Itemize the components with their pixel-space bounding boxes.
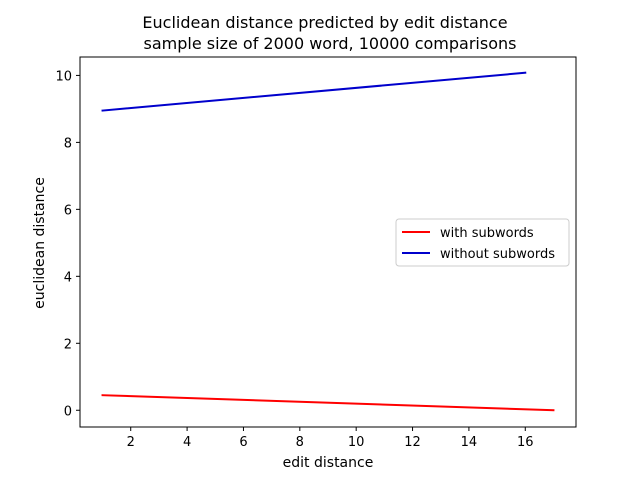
y-tick-label: 4 <box>64 270 72 285</box>
x-tick-label: 8 <box>296 435 304 450</box>
y-tick-label: 0 <box>64 404 72 419</box>
series-line-without-subwords <box>101 71 527 112</box>
y-tick-label: 8 <box>64 136 72 151</box>
legend-entry-label: without subwords <box>440 247 555 262</box>
x-axis-label: edit distance <box>283 455 374 471</box>
x-tick-label: 12 <box>404 435 421 450</box>
axes-frame <box>79 56 577 428</box>
legend-entry-label: with subwords <box>440 226 534 241</box>
x-tick-label: 2 <box>127 435 135 450</box>
y-tick-label: 6 <box>64 203 72 218</box>
chart-title-line-1: Euclidean distance predicted by edit dis… <box>142 13 507 32</box>
x-tick-label: 14 <box>461 435 478 450</box>
plot-area: 2 4 6 8 10 12 14 16 0 2 4 6 8 10 <box>55 56 577 450</box>
y-tick-label: 2 <box>64 337 72 352</box>
x-tick-label: 4 <box>183 435 191 450</box>
y-axis-label: euclidean distance <box>32 177 48 309</box>
chart-title-line-2: sample size of 2000 word, 10000 comparis… <box>144 34 517 53</box>
series-line-with-subwords <box>101 394 555 412</box>
legend-box <box>395 218 570 267</box>
x-tick-label: 16 <box>517 435 534 450</box>
x-tick-label: 6 <box>239 435 247 450</box>
y-tick-label: 10 <box>55 69 72 84</box>
x-tick-label: 10 <box>348 435 365 450</box>
legend: with subwords without subwords <box>395 218 570 267</box>
